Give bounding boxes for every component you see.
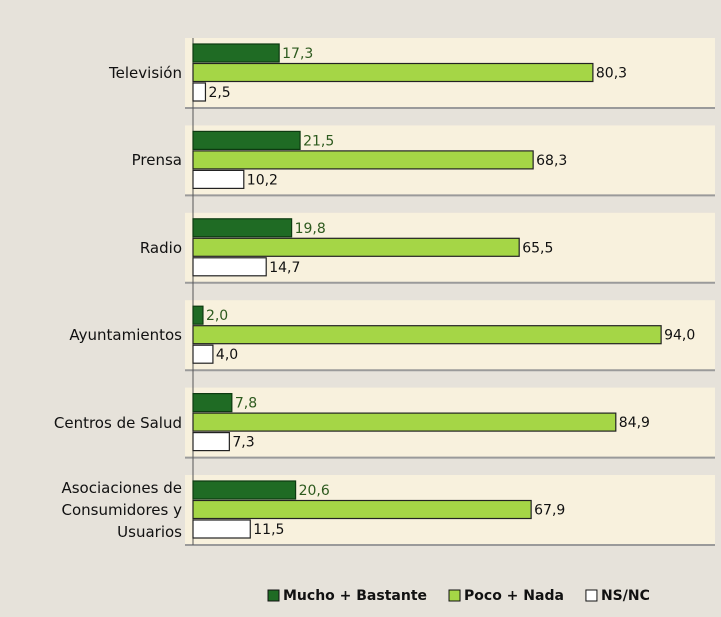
- value-label: 2,5: [208, 85, 230, 101]
- bar: [192, 257, 267, 277]
- bar: [192, 325, 662, 345]
- bar: [192, 499, 532, 520]
- value-label: 14,7: [269, 260, 300, 276]
- value-label: 68,3: [536, 153, 567, 169]
- bar: [192, 150, 534, 170]
- bar: [192, 237, 520, 257]
- value-label: 10,2: [247, 172, 278, 188]
- legend-swatch: [267, 589, 280, 602]
- value-label: 4,0: [216, 347, 238, 363]
- legend-swatch: [585, 589, 598, 602]
- category-label: Asociaciones de Consumidores y Usuarios: [61, 479, 182, 541]
- value-label: 21,5: [303, 133, 334, 149]
- bar: [192, 432, 230, 452]
- value-label: 2,0: [206, 308, 228, 324]
- bar: [192, 82, 207, 102]
- bar: [192, 62, 594, 83]
- value-label: 94,0: [664, 328, 695, 344]
- bar: [192, 218, 293, 238]
- bar: [192, 169, 245, 189]
- category-label: Televisión: [109, 64, 182, 82]
- bar: [192, 305, 204, 325]
- value-label: 80,3: [596, 66, 627, 82]
- value-label: 19,8: [295, 221, 326, 237]
- legend-swatch: [448, 589, 461, 602]
- value-label: 20,6: [299, 483, 330, 499]
- value-label: 67,9: [534, 503, 565, 519]
- value-label: 84,9: [619, 415, 650, 431]
- bar: [192, 480, 297, 500]
- bar: [192, 519, 251, 539]
- value-label: 11,5: [253, 522, 284, 538]
- bar: [192, 130, 301, 150]
- bar: [192, 393, 233, 413]
- value-label: 17,3: [282, 46, 313, 62]
- value-label: 65,5: [522, 240, 553, 256]
- legend-label: NS/NC: [601, 588, 650, 604]
- legend-label: Poco + Nada: [464, 588, 564, 604]
- legend-label: Mucho + Bastante: [283, 588, 427, 604]
- category-label: Centros de Salud: [53, 413, 182, 432]
- bar: [192, 412, 617, 432]
- bar: [192, 344, 214, 364]
- category-label: Prensa: [131, 151, 182, 170]
- value-label: 7,8: [235, 396, 257, 412]
- bar: [192, 43, 280, 63]
- value-label: 7,3: [232, 435, 254, 451]
- category-label: Radio: [139, 238, 182, 257]
- category-label: Ayuntamientos: [69, 326, 182, 345]
